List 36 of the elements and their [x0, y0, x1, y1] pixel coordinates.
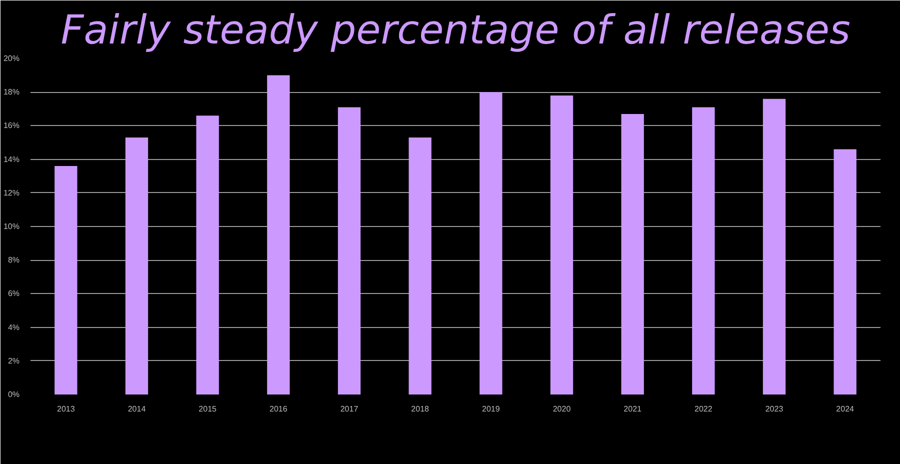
x-tick-label: 2023 [765, 404, 784, 414]
y-tick-label: 12% [3, 188, 20, 198]
bar [762, 98, 786, 394]
x-tick-label: 2024 [836, 404, 855, 414]
bar [338, 107, 361, 394]
bar [196, 116, 219, 394]
x-tick-label: 2021 [624, 404, 642, 414]
bar [125, 137, 148, 394]
y-tick-label: 8% [8, 256, 20, 265]
bar [54, 166, 78, 394]
bar [550, 95, 574, 394]
x-tick-label: 2015 [198, 404, 218, 414]
x-tick-label: 2018 [411, 404, 430, 414]
bar [267, 75, 290, 394]
y-tick-label: 6% [8, 289, 20, 298]
bar [692, 107, 715, 394]
y-tick-label: 4% [8, 322, 20, 332]
y-tick-label: 20% [3, 54, 20, 63]
x-tick-label: 2022 [694, 404, 713, 414]
x-tick-label: 2014 [128, 404, 146, 414]
bar [834, 149, 856, 394]
bar [408, 137, 432, 394]
bar [621, 114, 644, 394]
x-tick-label: 2013 [57, 404, 76, 414]
x-tick-label: 2016 [270, 404, 288, 414]
x-tick-label: 2017 [340, 404, 359, 414]
y-tick-label: 18% [3, 88, 20, 97]
y-tick-label: 0% [8, 390, 20, 399]
x-tick-label: 2020 [552, 404, 572, 414]
y-tick-label: 14% [3, 154, 20, 164]
y-tick-label: 2% [8, 356, 20, 366]
bar [480, 92, 502, 394]
y-tick-label: 10% [3, 222, 20, 231]
chart-title: Fairly steady percentage of all releases [60, 8, 850, 54]
x-tick-label: 2019 [482, 404, 500, 414]
y-tick-label: 16% [3, 121, 20, 130]
